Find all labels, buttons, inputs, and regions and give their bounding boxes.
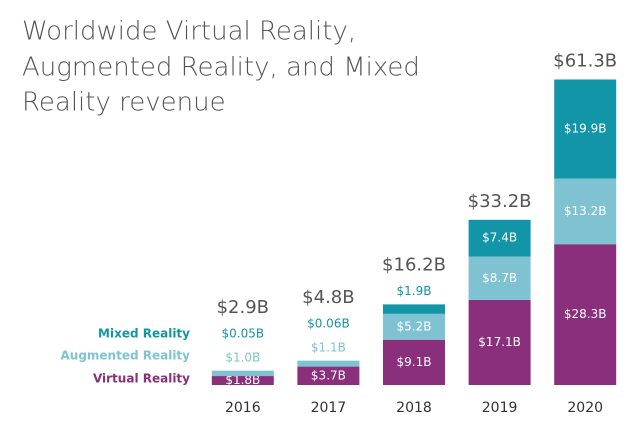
bar-segment: [554, 244, 617, 385]
total-label: $16.2B: [382, 254, 446, 275]
value-label: $17.1B: [478, 335, 521, 349]
total-label: $4.8B: [302, 287, 354, 308]
chart-title: Reality revenue: [22, 88, 226, 118]
total-label: $2.9B: [217, 297, 269, 318]
bar-segment: [383, 304, 445, 314]
value-label: $1.9B: [397, 284, 432, 298]
legend-label: Mixed Reality: [98, 327, 190, 341]
x-tick-label: 2019: [482, 400, 518, 416]
value-label: $0.06B: [307, 317, 350, 331]
bar-segment: [468, 256, 531, 300]
bar-segment: [468, 299, 531, 385]
chart-title: Augmented Reality, and Mixed: [22, 53, 420, 83]
bar-segment: [383, 313, 445, 340]
bar-segment: [554, 79, 617, 179]
bar-segment: [211, 371, 274, 377]
value-label: $7.4B: [482, 231, 517, 245]
value-label: $1.1B: [311, 341, 346, 355]
value-label: $28.3B: [564, 307, 607, 321]
x-tick-label: 2016: [225, 400, 261, 416]
x-tick-label: 2017: [311, 400, 347, 416]
bar-segment: [383, 339, 445, 385]
total-label: $33.2B: [468, 191, 532, 212]
value-label: $1.0B: [225, 351, 260, 365]
x-tick-label: 2020: [567, 400, 603, 416]
bar-segment: [468, 219, 531, 257]
legend-label: Virtual Reality: [93, 372, 190, 386]
value-label: $5.2B: [397, 319, 432, 333]
x-tick-label: 2018: [396, 400, 432, 416]
value-label: $19.9B: [564, 122, 607, 136]
chart-title: Worldwide Virtual Reality,: [22, 17, 356, 47]
value-label: $3.7B: [311, 368, 346, 382]
legend-label: Augmented Reality: [60, 349, 190, 363]
value-label: $8.7B: [482, 271, 517, 285]
bar-segment: [554, 178, 617, 245]
bar-segment: [297, 366, 360, 385]
value-label: $0.05B: [222, 327, 265, 341]
value-label: $9.1B: [397, 355, 432, 369]
value-label: $13.2B: [564, 204, 607, 218]
bar-segment: [211, 376, 274, 385]
bar-segment: [297, 361, 360, 367]
value-label: $1.8B: [225, 373, 260, 387]
total-label: $61.3B: [553, 51, 617, 72]
